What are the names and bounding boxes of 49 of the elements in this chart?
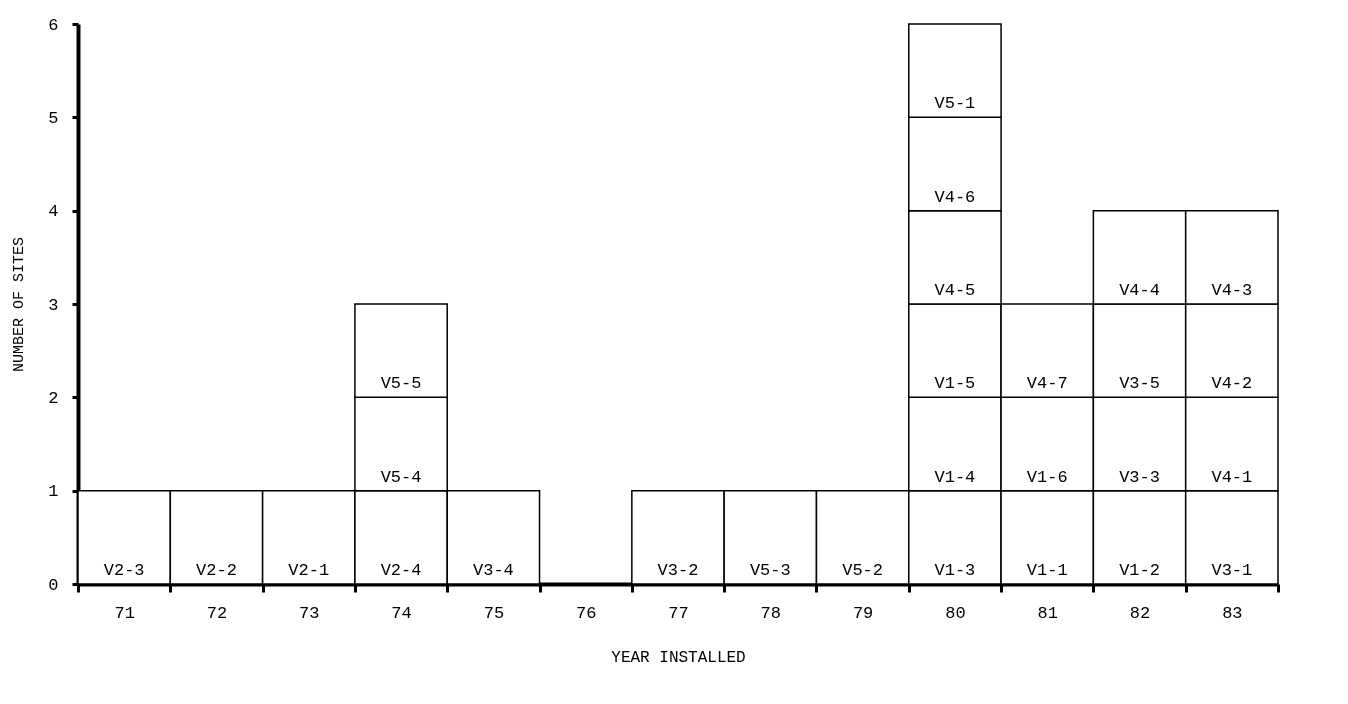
annotation: V1-3 bbox=[934, 561, 976, 580]
annotation: V4-5 bbox=[934, 281, 976, 300]
annotation: V4-3 bbox=[1211, 281, 1253, 300]
x-tick-label: 83 bbox=[1222, 603, 1243, 623]
annotation: V2-3 bbox=[103, 561, 145, 580]
y-tick-label: 6 bbox=[48, 15, 59, 35]
annotation: V3-3 bbox=[1119, 467, 1160, 487]
annotation: V4-1 bbox=[1211, 467, 1253, 487]
annotation: V5-2 bbox=[842, 561, 884, 580]
y-tick-label: 5 bbox=[48, 108, 59, 128]
x-tick-label: 76 bbox=[575, 603, 597, 623]
x-tick-label: 78 bbox=[760, 603, 782, 623]
x-tick-label: 73 bbox=[299, 603, 320, 623]
annotation: V4-6 bbox=[934, 187, 976, 207]
annotation: V2-4 bbox=[380, 561, 422, 580]
annotation: V3-4 bbox=[472, 561, 514, 580]
x-tick-label: 71 bbox=[114, 603, 135, 623]
annotation: V4-4 bbox=[1119, 281, 1160, 300]
x-tick-label: 74 bbox=[391, 603, 412, 623]
annotation: V3-2 bbox=[657, 561, 699, 580]
annotation: V2-2 bbox=[196, 561, 237, 580]
x-tick-label: 80 bbox=[945, 603, 966, 623]
x-tick-label: 79 bbox=[852, 603, 874, 623]
y-tick-label: 3 bbox=[48, 295, 59, 315]
annotation: V5-3 bbox=[749, 561, 791, 580]
x-tick-label: 75 bbox=[483, 603, 505, 623]
annotation: V4-7 bbox=[1026, 374, 1068, 394]
annotation: V5-5 bbox=[380, 374, 422, 394]
x-tick-label: 72 bbox=[206, 603, 228, 623]
y-tick-label: 1 bbox=[48, 482, 59, 502]
x-axis-title: YEAR INSTALLED bbox=[611, 648, 746, 667]
annotation: V2-1 bbox=[288, 561, 330, 580]
y-tick-label: 4 bbox=[48, 202, 59, 222]
annotation: V1-4 bbox=[934, 467, 976, 487]
y-tick-label: 0 bbox=[48, 575, 59, 595]
x-tick-label: 77 bbox=[668, 603, 689, 623]
annotation: V5-1 bbox=[934, 94, 976, 114]
x-tick-label: 82 bbox=[1129, 603, 1151, 623]
annotation: V3-1 bbox=[1211, 561, 1253, 580]
annotation: V1-1 bbox=[1026, 561, 1068, 580]
y-axis-title: NUMBER OF SITES bbox=[11, 236, 29, 373]
annotation: V1-6 bbox=[1026, 467, 1068, 487]
annotation: V1-5 bbox=[934, 374, 976, 394]
annotation: V1-2 bbox=[1119, 561, 1160, 580]
y-tick-label: 2 bbox=[48, 388, 59, 408]
annotation: V3-5 bbox=[1119, 374, 1160, 394]
annotation: V4-2 bbox=[1211, 374, 1253, 394]
annotation: V5-4 bbox=[380, 467, 422, 487]
x-tick-label: 81 bbox=[1037, 603, 1058, 623]
